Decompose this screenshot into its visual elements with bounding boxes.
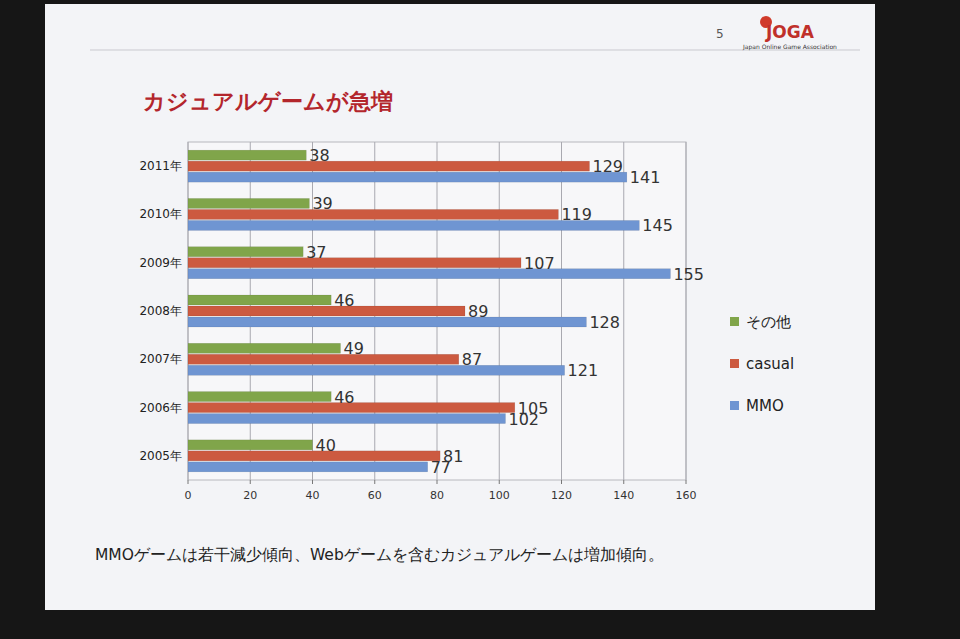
tick-label: 60 [368,489,382,502]
bar [188,354,459,364]
legend-swatch [730,317,739,326]
legend-swatch [730,359,739,368]
legend-label: MMO [746,397,784,415]
data-label: 102 [508,410,539,429]
bar [188,198,309,208]
data-label: 141 [630,168,661,187]
bar [188,161,590,171]
slide-number: 5 [716,27,724,41]
category-label: 2009年 [139,256,182,270]
data-label: 119 [561,205,592,224]
bar [188,269,670,279]
tick-mark [623,480,624,484]
bar [188,451,440,461]
category-label: 2007年 [139,352,182,366]
tick-mark [250,480,251,484]
tick-mark [437,480,438,484]
bar [188,295,331,305]
data-label: 129 [593,157,624,176]
bar [188,343,341,353]
background [0,0,960,639]
tick-label: 40 [306,489,320,502]
data-label: 145 [642,216,673,235]
tick-mark [374,480,375,484]
tick-label: 100 [489,489,510,502]
slide [45,4,875,610]
data-label: 46 [334,291,354,310]
data-label: 87 [462,350,482,369]
category-label: 2011年 [139,159,182,173]
tick-mark [561,480,562,484]
grid-line [686,142,687,480]
tick-label: 140 [613,489,634,502]
bar [188,172,627,182]
bar [188,365,565,375]
caption: MMOゲームは若干減少傾向、Webゲームを含むカジュアルゲームは増加傾向。 [95,546,664,564]
bar [188,258,521,268]
legend-label: その他 [746,313,791,331]
bar [188,150,306,160]
data-label: 121 [568,361,599,380]
tick-mark [686,480,687,484]
legend-swatch [730,401,739,410]
data-label: 38 [309,146,329,165]
bar [188,209,558,219]
data-labels: 4046494637393881105878910711912977102121… [306,146,704,477]
data-label: 107 [524,254,555,273]
grid-line [561,142,562,480]
data-label: 49 [344,339,364,358]
tick-mark [499,480,500,484]
bar [188,414,505,424]
tick-label: 0 [185,489,192,502]
data-label: 39 [312,194,332,213]
data-label: 40 [316,436,336,455]
data-label: 155 [673,265,704,284]
data-label: 128 [589,313,620,332]
chart-svg: 5 JOGAJapan Online Game Association カジュアルゲ… [0,0,960,639]
data-label: 37 [306,243,326,262]
data-label: 89 [468,302,488,321]
bar [188,462,428,472]
grid-line [499,142,500,480]
bar [188,392,331,402]
tick-label: 160 [676,489,697,502]
data-label: 46 [334,388,354,407]
grid-line [623,142,624,480]
legend-label: casual [746,355,794,373]
tick-mark [188,480,189,484]
tick-label: 80 [430,489,444,502]
tick-mark [312,480,313,484]
bar [188,306,465,316]
bar [188,317,586,327]
logo-text: JOGA [765,22,815,42]
plot-area [188,142,686,480]
category-label: 2006年 [139,401,182,415]
tick-label: 120 [551,489,572,502]
bar [188,247,303,257]
logo-organization: Japan Online Game Association [742,43,837,51]
category-label: 2008年 [139,304,182,318]
bars [188,150,670,472]
tick-label: 20 [243,489,257,502]
category-label: 2010年 [139,207,182,221]
category-label: 2005年 [139,449,182,463]
chart-title: カジュアルゲームが急増 [143,89,393,114]
bar [188,440,313,450]
data-label: 77 [431,458,451,477]
